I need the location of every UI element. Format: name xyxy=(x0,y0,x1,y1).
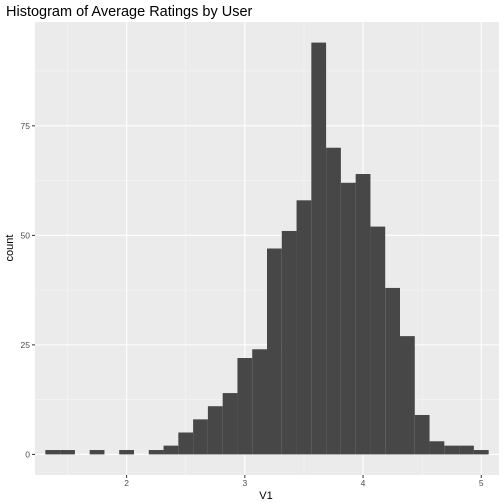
histogram-bar xyxy=(340,182,356,455)
y-axis-label: count xyxy=(4,235,16,262)
histogram-bar xyxy=(355,174,371,455)
histogram-bar xyxy=(429,441,445,455)
histogram-bar xyxy=(252,349,267,455)
histogram-bar xyxy=(178,432,194,455)
x-tick-label: 2 xyxy=(124,478,129,488)
histogram-bar xyxy=(385,287,400,455)
histogram-bar xyxy=(267,248,282,455)
histogram-bar xyxy=(207,406,223,455)
histogram-bar xyxy=(326,147,341,455)
histogram-bar xyxy=(311,42,327,455)
histogram-bar xyxy=(444,445,460,455)
histogram-bar xyxy=(89,450,105,455)
histogram-bar xyxy=(163,445,179,455)
histogram-bar xyxy=(399,336,415,455)
x-tick-label: 5 xyxy=(479,478,484,488)
histogram-bar xyxy=(193,419,208,455)
y-tick-label: 0 xyxy=(25,449,30,459)
histogram-bar xyxy=(459,445,474,455)
x-axis-label: V1 xyxy=(259,490,272,502)
y-tick-label: 75 xyxy=(21,121,31,131)
histogram-bar xyxy=(45,450,61,455)
histogram-bars xyxy=(45,42,489,455)
x-axis-ticks: 2 3 4 5 xyxy=(124,475,484,488)
x-tick-label: 4 xyxy=(361,478,366,488)
histogram-bar xyxy=(148,450,164,455)
x-tick-label: 3 xyxy=(242,478,247,488)
histogram-bar xyxy=(281,230,297,455)
chart-title: Histogram of Average Ratings by User xyxy=(6,4,253,20)
histogram-bar xyxy=(473,450,489,455)
histogram-bar xyxy=(414,414,430,455)
histogram-bar xyxy=(222,393,238,455)
y-tick-label: 50 xyxy=(21,230,31,240)
histogram-bar xyxy=(60,450,75,455)
y-axis-ticks: 0 25 50 75 xyxy=(21,121,35,459)
histogram-bar xyxy=(296,200,312,455)
histogram-bar xyxy=(370,226,386,455)
histogram-bar xyxy=(237,358,253,455)
y-tick-label: 25 xyxy=(21,340,31,350)
histogram-bar xyxy=(119,450,135,455)
